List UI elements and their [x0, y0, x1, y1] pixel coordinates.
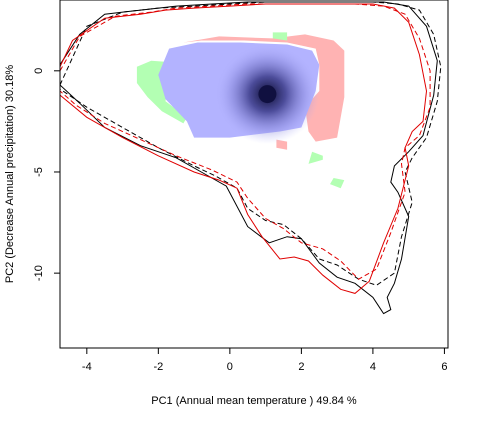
- contour-line-3: [60, 3, 428, 294]
- y-tick-label: -5: [33, 167, 45, 177]
- y-axis: 0 -5 -10: [33, 68, 61, 281]
- x-tick-label: 0: [227, 361, 233, 373]
- species2-patch: [330, 178, 345, 189]
- x-tick-label: 4: [370, 361, 376, 373]
- x-tick-label: -2: [153, 361, 163, 373]
- species2-only-region: [136, 60, 187, 124]
- species1-only-region: [183, 34, 345, 142]
- species2-patch: [272, 32, 288, 41]
- x-tick-label: 6: [441, 361, 447, 373]
- niche-density-layer: [136, 32, 345, 189]
- y-tick-label: 0: [33, 68, 45, 74]
- x-tick-label: -4: [82, 361, 92, 373]
- y-axis-title: PC2 (Decrease Annual precipitation) 30.1…: [4, 65, 16, 284]
- y-tick-label: -10: [33, 265, 45, 281]
- x-axis: -4 -2 0 2 4 6: [82, 347, 447, 373]
- species2-patch: [308, 151, 323, 164]
- environment-contours: [60, 1, 442, 315]
- x-tick-label: 2: [298, 361, 304, 373]
- x-axis-title: PC1 (Annual mean temperature ) 49.84 %: [151, 395, 357, 407]
- stable-core-point: [258, 85, 277, 104]
